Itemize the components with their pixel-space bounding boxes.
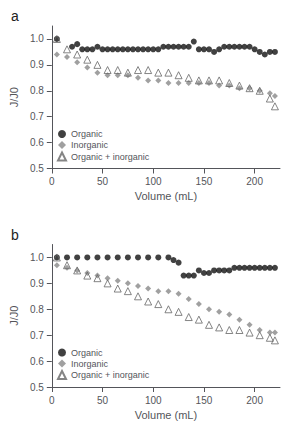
- svg-text:0: 0: [49, 176, 55, 187]
- svg-text:200: 200: [246, 176, 263, 187]
- svg-text:J/J0: J/J0: [8, 87, 20, 107]
- svg-text:0.6: 0.6: [30, 356, 44, 367]
- svg-text:100: 100: [145, 395, 162, 406]
- svg-text:0.5: 0.5: [30, 382, 44, 393]
- svg-text:1.0: 1.0: [30, 33, 44, 44]
- svg-text:Organic + inorganic: Organic + inorganic: [71, 152, 150, 162]
- svg-text:0.8: 0.8: [30, 304, 44, 315]
- svg-text:Organic: Organic: [71, 348, 103, 358]
- svg-text:a: a: [11, 8, 19, 24]
- svg-text:Organic: Organic: [71, 129, 103, 139]
- svg-text:Volume (mL): Volume (mL): [135, 190, 197, 202]
- svg-text:0.9: 0.9: [30, 59, 44, 70]
- svg-text:0: 0: [49, 395, 55, 406]
- svg-text:Inorganic: Inorganic: [71, 140, 109, 150]
- svg-text:200: 200: [246, 395, 263, 406]
- svg-text:0.8: 0.8: [30, 85, 44, 96]
- svg-text:0.5: 0.5: [30, 163, 44, 174]
- svg-text:J/J0: J/J0: [8, 306, 20, 326]
- svg-text:1.0: 1.0: [30, 252, 44, 263]
- svg-text:150: 150: [196, 176, 213, 187]
- svg-text:Volume (mL): Volume (mL): [135, 409, 197, 421]
- svg-text:50: 50: [97, 395, 109, 406]
- svg-text:150: 150: [196, 395, 213, 406]
- svg-text:Inorganic: Inorganic: [71, 359, 109, 369]
- svg-text:b: b: [11, 227, 19, 243]
- svg-text:0.7: 0.7: [30, 330, 44, 341]
- svg-text:Organic + inorganic: Organic + inorganic: [71, 370, 150, 380]
- svg-text:100: 100: [145, 176, 162, 187]
- svg-text:0.6: 0.6: [30, 137, 44, 148]
- svg-text:50: 50: [97, 176, 109, 187]
- svg-text:0.9: 0.9: [30, 278, 44, 289]
- svg-text:0.7: 0.7: [30, 111, 44, 122]
